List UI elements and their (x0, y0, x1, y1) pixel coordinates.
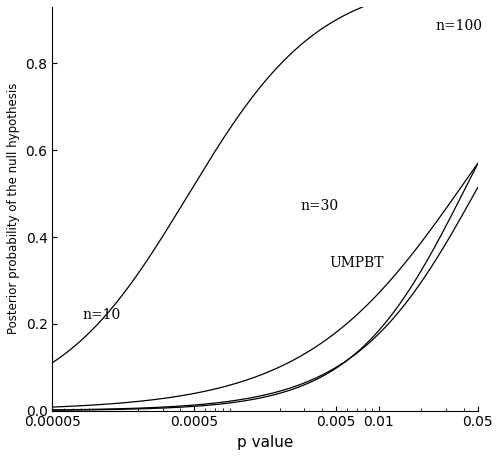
Y-axis label: Posterior probability of the null hypothesis: Posterior probability of the null hypoth… (7, 83, 20, 335)
Text: UMPBT: UMPBT (330, 255, 384, 270)
Text: n=10: n=10 (83, 308, 121, 322)
Text: n=100: n=100 (435, 19, 482, 33)
Text: n=30: n=30 (300, 199, 339, 213)
X-axis label: p value: p value (237, 435, 293, 450)
